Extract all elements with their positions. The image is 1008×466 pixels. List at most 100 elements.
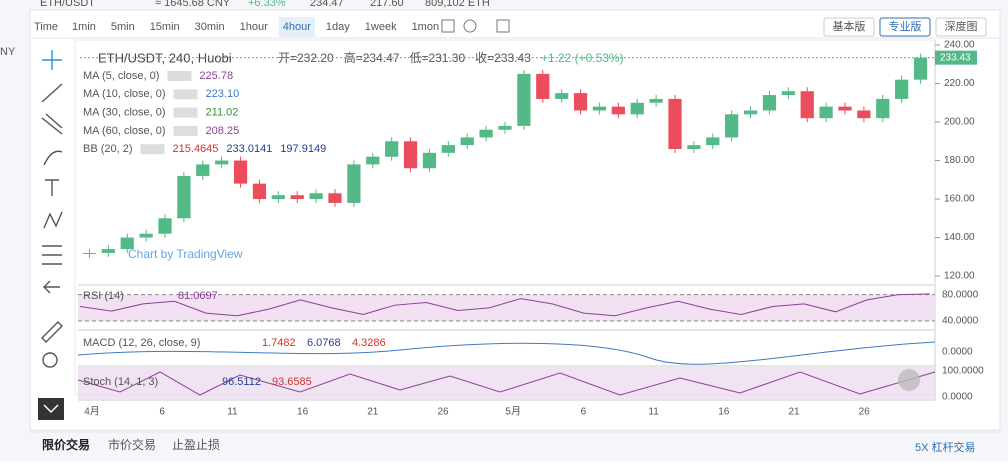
candle (403, 141, 418, 169)
x-label: 26 (437, 407, 449, 418)
interval[interactable]: 1mon (412, 21, 440, 33)
interval[interactable]: 1week (365, 21, 397, 33)
rsi-label: RSI (14) (83, 290, 124, 302)
line-tool[interactable] (41, 83, 63, 103)
candle (215, 160, 229, 165)
indicator-value: 208.25 (206, 125, 240, 137)
measure-tool[interactable] (42, 245, 62, 265)
collapse-button[interactable] (38, 398, 64, 420)
change: +6.33% (248, 0, 286, 9)
x-label: 21 (367, 407, 379, 418)
indicator-btn[interactable] (173, 125, 198, 136)
macd-line (77, 341, 936, 365)
indicator-value: 223.10 (206, 88, 240, 100)
pattern-tool[interactable] (43, 211, 63, 229)
candle (233, 160, 248, 184)
interval[interactable]: 4hour (283, 21, 311, 33)
toolbar-icon[interactable] (441, 19, 455, 33)
low: 217.60 (370, 0, 404, 9)
indicator-value: 215.4645 (173, 143, 219, 155)
tab-market[interactable]: 市价交易 (108, 437, 156, 452)
x-label: 11 (648, 407, 659, 418)
view-label: 专业版 (889, 19, 922, 33)
interval[interactable]: 1day (326, 21, 350, 33)
indicator-name: MA (10, close, 0) (83, 88, 166, 100)
candle (800, 91, 814, 119)
candle (781, 91, 795, 96)
pair: ETH/USDT (40, 0, 95, 9)
candle (517, 73, 531, 126)
candle (252, 183, 267, 200)
interval[interactable]: 5min (111, 21, 135, 33)
header: ETH/USDT ≈ 1645.68 CNY +6.33% 234.47 217… (40, 0, 490, 9)
view-button[interactable] (823, 17, 875, 37)
indicator-btn[interactable] (167, 71, 192, 81)
candle (743, 110, 758, 115)
interval[interactable]: 1hour (240, 21, 268, 33)
indicator-btn[interactable] (140, 144, 165, 155)
candle (706, 137, 720, 146)
candle (120, 237, 134, 250)
stoch-tick: 0.0000 (942, 392, 973, 403)
candle (838, 106, 852, 111)
candle (895, 79, 909, 99)
left-toolbar (41, 50, 63, 368)
scroll-button[interactable] (898, 369, 920, 391)
brush-tool[interactable] (43, 150, 63, 166)
ohlc: 开=232.20 (278, 51, 334, 65)
interval[interactable]: 15min (150, 21, 180, 33)
candle (592, 106, 607, 111)
y-tick-label: 220.00 (944, 78, 975, 89)
rsi-band (78, 294, 935, 322)
last-price-tag (935, 50, 977, 65)
tab-limit[interactable]: 限价交易 (42, 437, 90, 452)
fib-tool[interactable] (41, 113, 63, 135)
indicator-btn[interactable] (173, 89, 198, 100)
candle (309, 193, 323, 200)
interval[interactable]: 30min (195, 21, 225, 33)
indicator-value: 197.9149 (280, 143, 326, 155)
candle (611, 106, 625, 115)
x-label: 16 (718, 407, 730, 418)
interval[interactable]: 1min (72, 21, 96, 33)
text-tool[interactable] (45, 179, 59, 196)
view-label: 基本版 (833, 19, 866, 33)
view-button[interactable] (935, 17, 987, 37)
candle (139, 233, 153, 238)
candle (913, 57, 928, 80)
macd-value: 6.0768 (307, 337, 341, 349)
stoch-value: 93.6585 (272, 376, 312, 388)
crosshair-tool[interactable] (42, 50, 62, 70)
x-label: 6 (159, 407, 165, 418)
stoch-band (78, 367, 935, 399)
y-tick-label: 160.00 (944, 194, 975, 205)
candle (479, 129, 493, 138)
tab-stop[interactable]: 止盈止损 (172, 438, 220, 452)
x-label: 21 (788, 407, 800, 418)
margin-link[interactable]: 5X 杠杆交易 (915, 440, 976, 454)
rsi-value: 81.0697 (178, 290, 218, 302)
candle (687, 145, 701, 149)
last-price: 233.43 (940, 52, 971, 63)
back-tool[interactable] (43, 280, 60, 294)
ruler-tool[interactable] (41, 321, 63, 343)
candle (460, 137, 474, 146)
high: 234.47 (310, 0, 344, 9)
view-button[interactable] (879, 17, 931, 37)
toolbar-icon[interactable] (463, 19, 477, 33)
x-label: 26 (859, 407, 871, 418)
zoom-tool[interactable] (42, 352, 58, 368)
interval-active (278, 17, 315, 37)
indicator-value: 233.0141 (226, 143, 272, 155)
candle (819, 106, 833, 119)
chart-frame (29, 9, 1001, 431)
candle (441, 145, 455, 153)
collapse-icon (43, 404, 59, 414)
toolbar-label: Time (34, 21, 58, 33)
candle (290, 195, 304, 200)
indicator-btn[interactable] (173, 107, 198, 118)
y-tick-label: 200.00 (944, 117, 975, 128)
toolbar-icon[interactable] (496, 19, 510, 33)
candle (876, 98, 890, 119)
indicator-value: 211.02 (206, 107, 239, 119)
